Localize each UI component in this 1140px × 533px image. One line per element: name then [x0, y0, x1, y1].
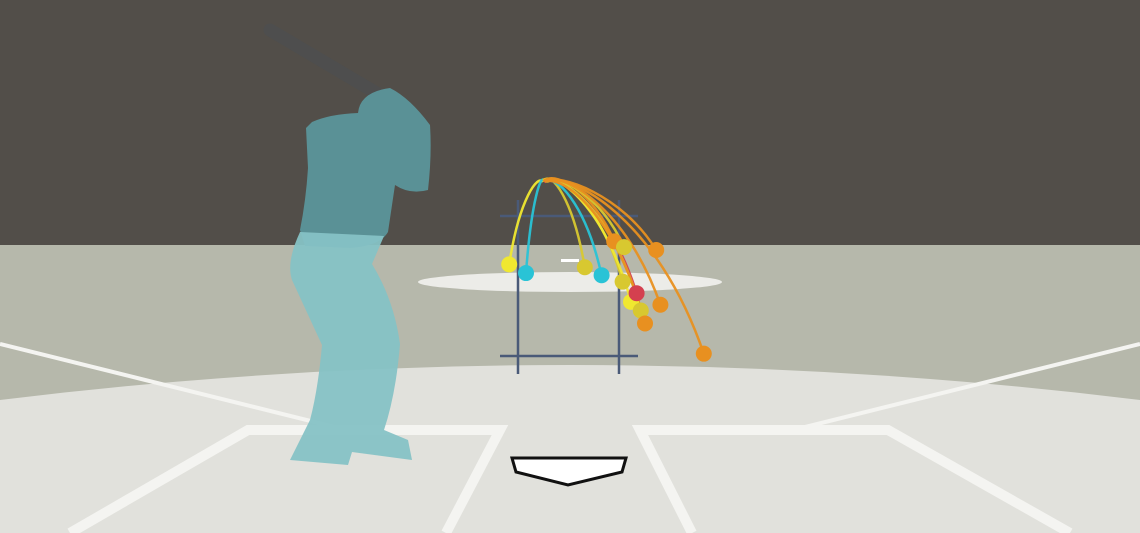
- pitch-location-marker[interactable]: [652, 296, 669, 313]
- pitch-location-marker[interactable]: [628, 285, 645, 302]
- batters-box-right: [631, 425, 1073, 533]
- pitchers-rubber: [561, 259, 579, 262]
- pitch-location-marker[interactable]: [576, 259, 593, 276]
- pitch-location-marker[interactable]: [637, 315, 653, 332]
- batter-torso: [300, 88, 431, 248]
- pitch-location-marker[interactable]: [593, 267, 610, 284]
- pitchers-mound: [418, 272, 722, 292]
- pitch-location-marker[interactable]: [632, 302, 649, 319]
- batter-silhouette: [263, 23, 431, 465]
- pitch-location-marker[interactable]: [501, 256, 518, 273]
- pitch-trajectories: [501, 177, 712, 362]
- home-plate: [510, 456, 628, 487]
- pitch-location-marker[interactable]: [648, 242, 665, 258]
- batter-legs: [290, 232, 412, 465]
- pitch-location-marker[interactable]: [616, 239, 632, 256]
- foul-line-left: [0, 342, 356, 434]
- pitch-location-marker[interactable]: [695, 345, 712, 362]
- pitch-trajectory: [545, 178, 705, 355]
- infield-dirt: [0, 365, 1140, 533]
- pitch-location-marker[interactable]: [518, 265, 534, 282]
- sky-background: [0, 0, 1140, 246]
- foul-line-right: [784, 342, 1140, 434]
- pitch-location-marker[interactable]: [614, 273, 631, 290]
